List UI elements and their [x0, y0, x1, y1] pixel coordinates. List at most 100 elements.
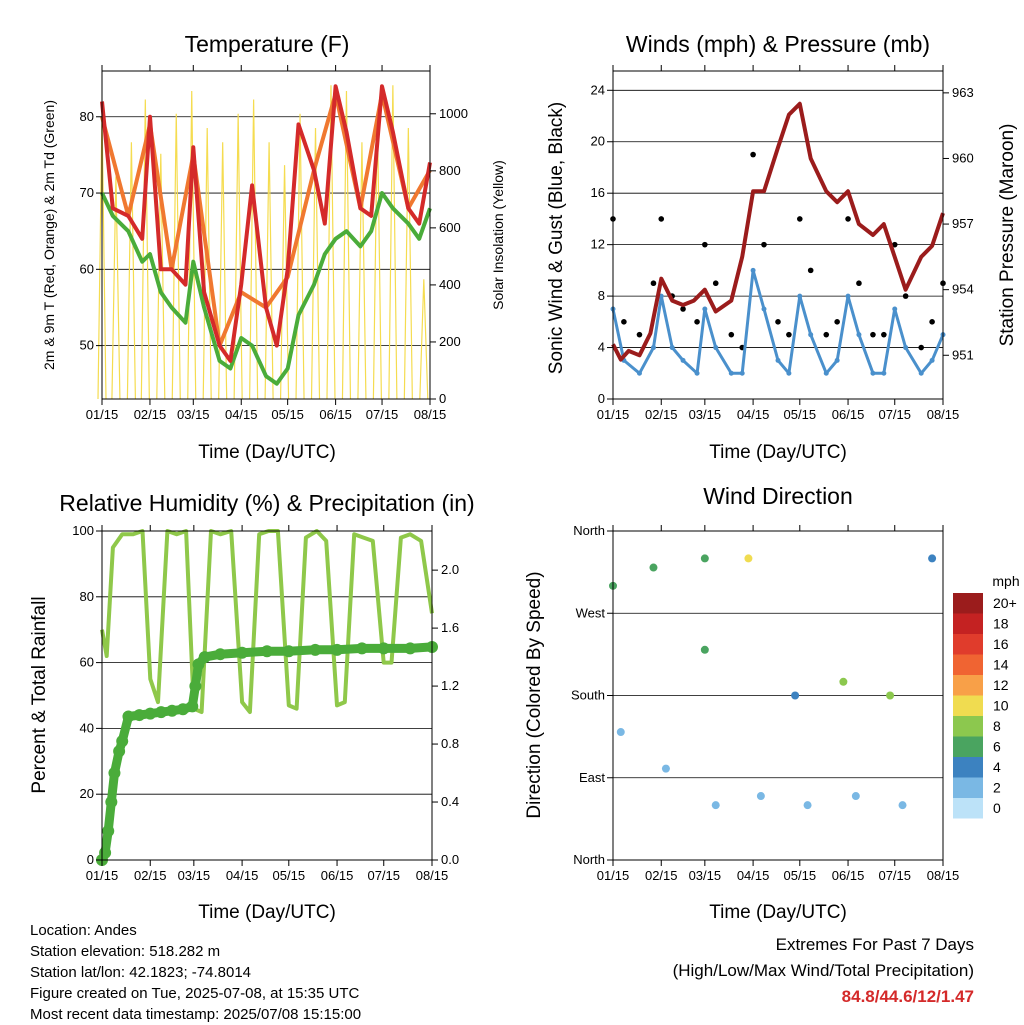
x-tick-label: 02/15: [134, 868, 167, 883]
extremes-subtitle: (High/Low/Max Wind/Total Precipitation): [672, 961, 974, 980]
colorbar-label: 18: [993, 616, 1009, 632]
colorbar-label: 20+: [993, 595, 1017, 611]
gust-point: [650, 280, 657, 287]
humidity-title: Relative Humidity (%) & Precipitation (i…: [59, 490, 474, 516]
y-tick-label: 50: [80, 338, 94, 353]
direction-point: [744, 554, 753, 563]
colorbar-label: 12: [993, 677, 1009, 693]
direction-point: [928, 554, 937, 563]
colorbar-swatch: [953, 654, 983, 675]
direction-point: [886, 691, 895, 700]
y2-tick-label: 800: [439, 163, 461, 178]
direction-point: [700, 645, 709, 654]
temperature-title: Temperature (F): [185, 31, 350, 57]
gust-point: [636, 331, 643, 338]
pressure-line: [611, 101, 945, 362]
gust-point: [891, 241, 898, 248]
temp-2m-line: [100, 84, 432, 363]
y2-tick-label: 1.6: [441, 620, 459, 635]
wind-point: [669, 345, 675, 351]
x-tick-label: 06/15: [321, 868, 354, 883]
x-tick-label: 06/15: [832, 868, 865, 883]
wind-point: [929, 357, 935, 363]
wind-point: [845, 293, 851, 299]
x-tick-label: 07/15: [878, 407, 911, 422]
wind-point: [694, 370, 700, 376]
colorbar-swatch: [953, 798, 983, 819]
direction-point: [756, 792, 765, 801]
precip-point: [144, 707, 157, 720]
x-tick-label: 04/15: [226, 868, 259, 883]
x-tick-label: 01/15: [597, 407, 630, 422]
y-tick-label: 16: [591, 185, 605, 200]
colorbar-label: 0: [993, 800, 1001, 816]
insolation-spike: [156, 153, 166, 400]
location-text: Location: Andes: [30, 922, 137, 939]
wind-point: [702, 306, 708, 312]
wind-point: [713, 345, 719, 351]
pressure-ylabel: Station Pressure (Maroon): [997, 124, 1018, 347]
wind-point: [739, 370, 745, 376]
y-tick-label: 100: [72, 523, 94, 538]
wind-point: [797, 293, 803, 299]
x-tick-label: 08/15: [927, 868, 960, 883]
y2-tick-label: 0: [439, 391, 446, 406]
x-tick-label: 07/15: [878, 868, 911, 883]
y-tick-label: 20: [80, 786, 94, 801]
insolation-spike: [388, 85, 398, 400]
precip-point: [261, 645, 273, 658]
humidity-panel: Relative Humidity (%) & Precipitation (i…: [29, 490, 475, 923]
y-tick-label: East: [579, 770, 605, 785]
gust-point: [694, 319, 700, 325]
precip-point: [198, 651, 211, 664]
temperature-panel: Temperature (F) 506070800200400600800100…: [41, 31, 506, 463]
precip-point: [404, 642, 417, 655]
insolation-spike: [218, 142, 228, 400]
gust-point: [775, 319, 781, 325]
gust-point: [761, 241, 767, 248]
wind-point: [892, 306, 898, 312]
insolation-spike: [126, 142, 136, 400]
y2-tick-label: 954: [952, 282, 974, 297]
gust-point: [750, 151, 756, 158]
y-tick-label: South: [571, 688, 605, 703]
gust-point: [796, 216, 803, 222]
direction-panel: Wind Direction NorthEastSouthWestNorth01…: [524, 483, 1020, 923]
x-tick-label: 06/15: [832, 407, 865, 422]
precip-point: [214, 648, 227, 661]
wind-point: [834, 357, 840, 363]
y-tick-label: 24: [591, 82, 605, 97]
gust-point: [702, 241, 708, 248]
insolation-spike: [341, 90, 352, 400]
wind-point: [786, 370, 792, 376]
y2-tick-label: 0.8: [441, 736, 459, 751]
y2-tick-label: 957: [952, 216, 974, 231]
latlon-text: Station lat/lon: 42.1823; -74.8014: [30, 964, 252, 981]
extremes-title: Extremes For Past 7 Days: [775, 935, 974, 954]
extremes-box: Extremes For Past 7 Days (High/Low/Max W…: [673, 932, 974, 1010]
gust-point: [834, 319, 840, 325]
gust-point: [786, 331, 792, 338]
precip-point: [122, 710, 135, 723]
y2-tick-label: 0.0: [441, 852, 459, 867]
precip-point: [282, 645, 295, 658]
colorbar-swatch: [953, 736, 983, 757]
precip-point: [113, 745, 126, 758]
gust-point: [680, 306, 686, 312]
elevation-text: Station elevation: 518.282 m: [30, 943, 221, 960]
y-tick-label: 80: [80, 109, 94, 124]
winds-ylabel: Sonic Wind & Gust (Blue, Black): [546, 102, 567, 374]
direction-point: [839, 677, 848, 686]
y2-tick-label: 963: [952, 85, 974, 100]
x-tick-label: 05/15: [784, 868, 817, 883]
insolation-spike: [310, 128, 321, 400]
x-tick-label: 03/15: [178, 868, 211, 883]
precip-point: [176, 703, 189, 716]
gust-point: [823, 331, 830, 338]
speed-colorbar: mph 20+ 18 16 14 12 10 8 6 4 2 0: [953, 573, 1020, 819]
colorbar-label: 4: [993, 759, 1001, 775]
x-tick-label: 08/15: [416, 868, 449, 883]
colorbar-swatch: [953, 593, 983, 614]
extremes-values: 84.8/44.6/12/1.47: [841, 987, 974, 1006]
